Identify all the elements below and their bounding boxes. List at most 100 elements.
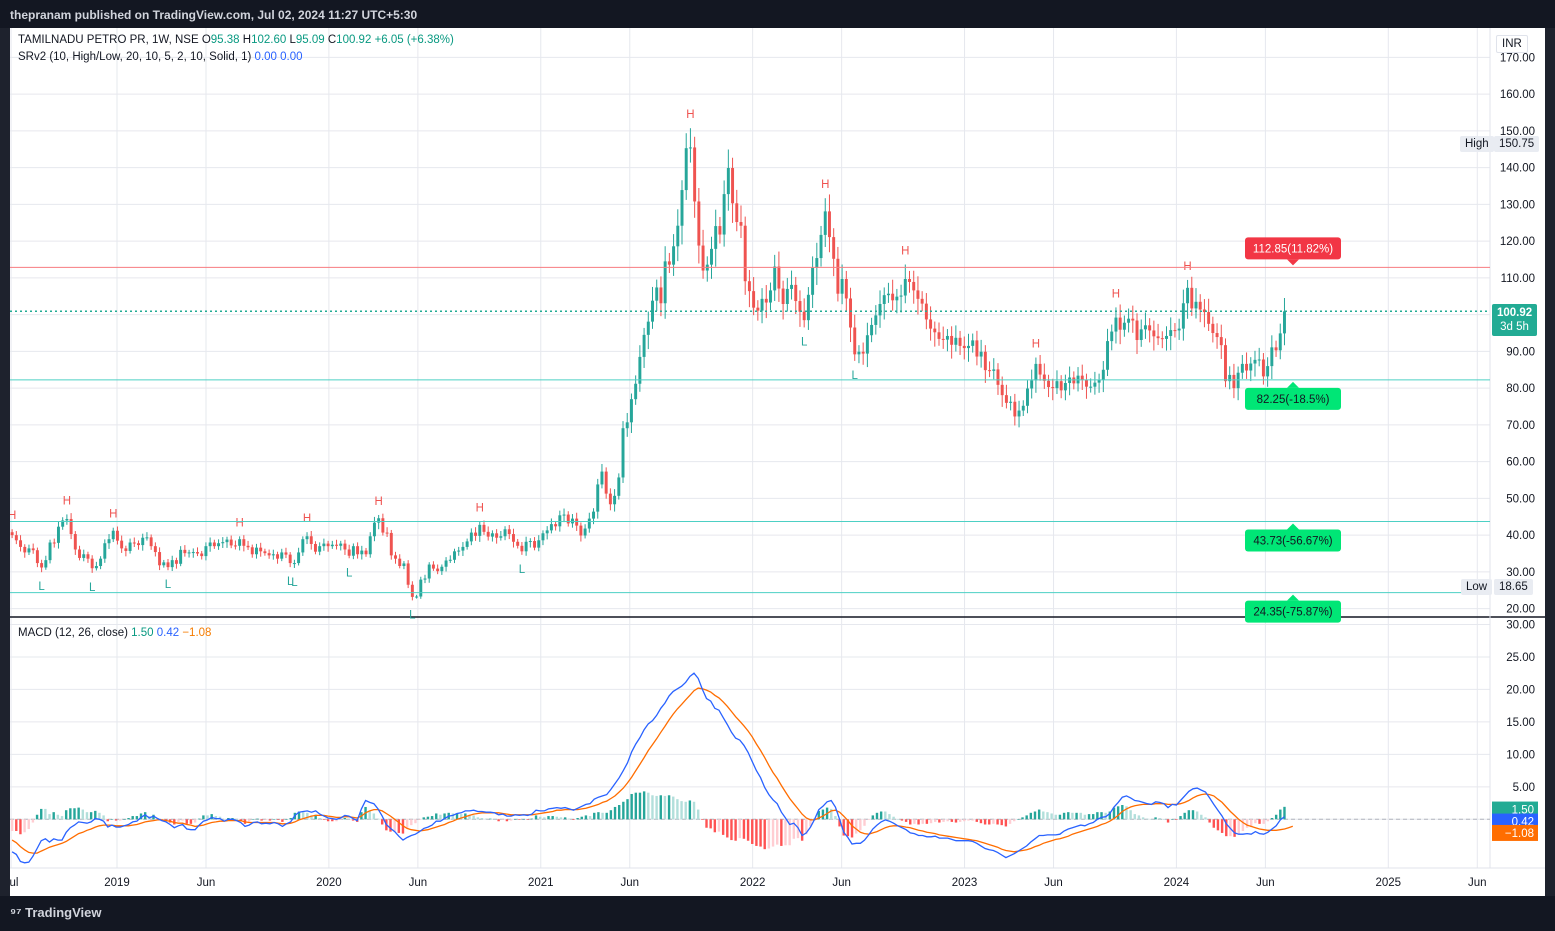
- macd-histogram-bar: [1037, 809, 1041, 820]
- macd-histogram-bar: [1096, 812, 1099, 820]
- macd-histogram-bar: [875, 812, 879, 820]
- candle-down: [794, 284, 798, 302]
- candle-up: [819, 234, 823, 259]
- macd-histogram-bar: [809, 819, 812, 827]
- chart-frame[interactable]: Jul 2019 Jun 2020 Jun 2021 Jun 2022 Jun 2023 Jun 20…: [10, 28, 1545, 896]
- macd-histogram-bar: [119, 819, 122, 821]
- candle-down: [861, 351, 865, 354]
- close-label: C: [327, 34, 337, 46]
- swing-low-label: L: [346, 567, 353, 579]
- macd-histogram-bar: [202, 815, 205, 820]
- macd-histogram-bar: [568, 818, 571, 820]
- swing-high-label: H: [303, 513, 311, 525]
- macd-title[interactable]: MACD (12, 26, close): [18, 627, 128, 639]
- candle-up: [360, 550, 364, 555]
- candle-down: [1219, 337, 1223, 346]
- swing-high-label: H: [1032, 339, 1040, 351]
- time-axis-label: Jun: [832, 877, 851, 889]
- price-axis-label: 90.00: [1506, 346, 1535, 358]
- macd-line[interactable]: [11, 672, 1285, 864]
- candle-down: [798, 301, 802, 312]
- macd-histogram-bar: [647, 792, 650, 820]
- macd-histogram-bar: [214, 816, 218, 820]
- candle-up: [1106, 341, 1109, 370]
- macd-axis-label: 25.00: [1506, 652, 1535, 664]
- candle-up: [1253, 359, 1257, 364]
- candle-up: [1266, 366, 1270, 377]
- macd-histogram-bar: [1017, 819, 1020, 820]
- candle-down: [693, 147, 697, 202]
- macd-histogram-bar: [730, 819, 733, 841]
- candle-down: [608, 493, 612, 505]
- macd-histogram-bar: [459, 814, 463, 820]
- macd-histogram-bar: [256, 818, 259, 820]
- tradingview-logo[interactable]: ⁹⁷ TradingView: [10, 905, 102, 920]
- macd-histogram-bar: [522, 819, 525, 820]
- macd-histogram-bar: [314, 814, 317, 820]
- currency-button[interactable]: INR: [1496, 35, 1528, 53]
- macd-histogram-bar: [1029, 812, 1033, 820]
- candle-up: [225, 539, 229, 543]
- candle-up: [107, 539, 111, 544]
- macd-histogram-bar: [1262, 819, 1265, 824]
- macd-histogram-bar: [534, 815, 538, 820]
- macd-histogram-bar: [834, 816, 837, 820]
- macd-histogram-bar: [102, 815, 105, 820]
- macd-histogram-bar: [613, 806, 617, 820]
- candle-up: [642, 334, 646, 357]
- candle-up: [1093, 382, 1097, 387]
- macd-histogram-bar: [1233, 819, 1236, 837]
- macd-histogram-bar: [751, 819, 754, 844]
- macd-histogram-bar: [933, 819, 937, 822]
- macd-hist-axis-badge-box: [1492, 801, 1538, 818]
- candle-down: [246, 545, 250, 548]
- macd-histogram-bar: [792, 819, 796, 839]
- indicator-title[interactable]: SRv2 (10, High/Low, 20, 10, 5, 2, 10, So…: [18, 51, 252, 63]
- signal-line[interactable]: [11, 687, 1294, 854]
- macd-histogram-bar: [98, 812, 101, 820]
- macd-histogram-bar: [40, 808, 43, 820]
- macd-histogram-bar: [1200, 814, 1203, 820]
- swing-high-label: H: [375, 496, 383, 508]
- candle-down: [1156, 336, 1160, 339]
- macd-histogram-bar: [547, 816, 550, 820]
- candle-up: [461, 546, 465, 551]
- macd-histogram-bar: [110, 819, 114, 820]
- macd-histogram-bar: [1108, 811, 1112, 820]
- macd-histogram-bar: [414, 819, 417, 824]
- candle-up: [617, 477, 621, 496]
- candle-down: [667, 261, 671, 265]
- candle-up: [870, 324, 874, 336]
- macd-histogram-bar: [780, 819, 783, 846]
- macd-histogram-bar: [1179, 816, 1182, 820]
- macd-histogram-bar: [193, 819, 197, 823]
- candle-down: [983, 351, 987, 371]
- candle-down: [1013, 401, 1017, 417]
- candle-up: [187, 552, 191, 554]
- candle-up: [680, 190, 684, 226]
- candle-up: [170, 560, 174, 568]
- macd-histogram-bar: [1158, 818, 1161, 820]
- candle-down: [575, 518, 579, 526]
- last-price-badge: 100.92 3d 5h: [1492, 304, 1537, 336]
- swing-low-label: L: [801, 336, 808, 348]
- macd-histogram-bar: [1245, 819, 1249, 828]
- macd-histogram-bar: [1125, 806, 1128, 820]
- macd-histogram-bar: [1258, 819, 1261, 824]
- macd-histogram-bar: [609, 810, 613, 820]
- macd-histogram-bar: [842, 819, 845, 836]
- macd-histogram-bar: [1171, 819, 1174, 820]
- candle-up: [878, 303, 882, 316]
- candle-up: [537, 540, 541, 548]
- candle-down: [23, 546, 27, 553]
- candle-up: [655, 287, 659, 301]
- time-axis-label: 2021: [528, 877, 554, 889]
- chart-canvas[interactable]: Jul 2019 Jun 2020 Jun 2021 Jun 2022 Jun 2023 Jun 20…: [10, 28, 1545, 896]
- candle-up: [587, 518, 591, 529]
- macd-histogram-bar: [1046, 812, 1049, 820]
- macd-histogram-bar: [921, 819, 924, 824]
- candle-up: [27, 548, 31, 553]
- macd-histogram-bar: [368, 810, 371, 820]
- macd-histogram-bar: [800, 819, 804, 841]
- candle-up: [600, 471, 604, 485]
